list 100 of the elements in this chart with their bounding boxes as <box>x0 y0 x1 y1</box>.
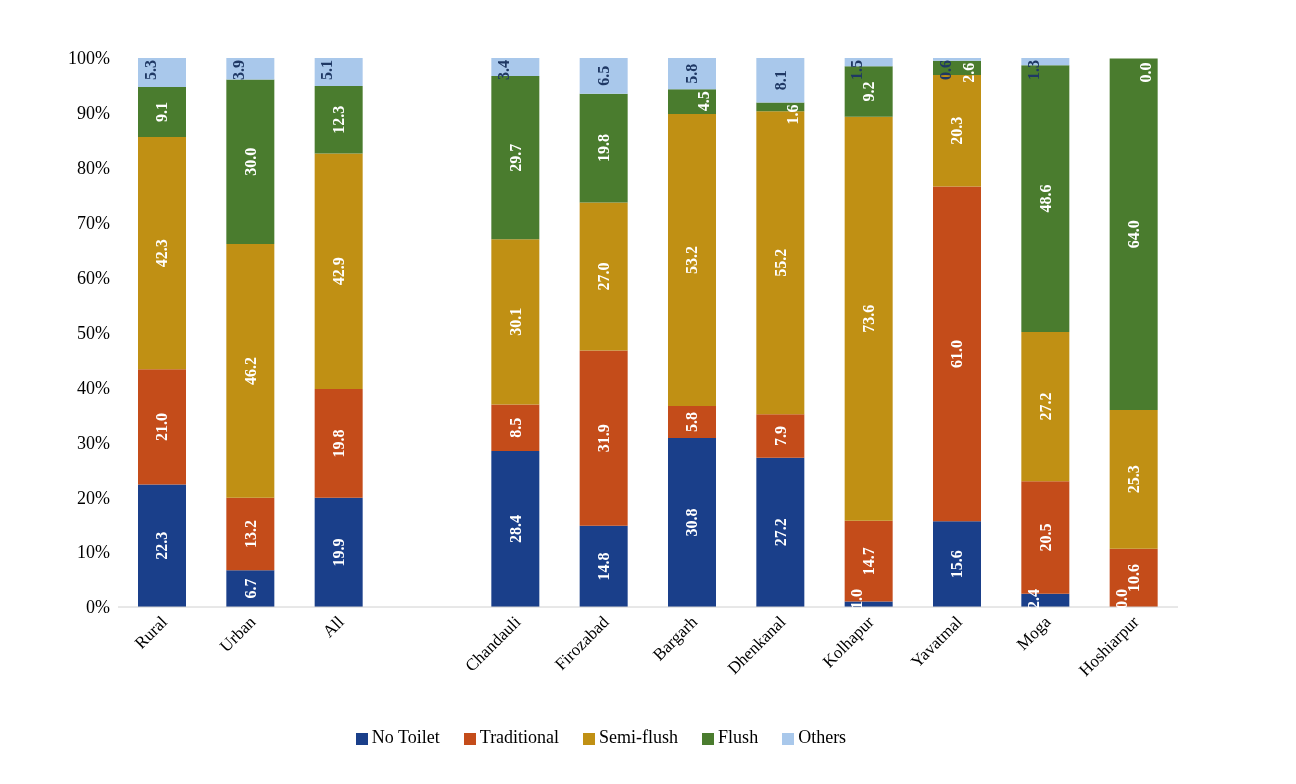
y-tick-label: 10% <box>77 542 110 563</box>
data-label: 27.2 <box>771 518 789 547</box>
data-label: 5.8 <box>683 411 701 432</box>
data-label: 19.9 <box>330 538 348 567</box>
y-tick-label: 60% <box>77 267 110 288</box>
data-label: 15.6 <box>948 550 966 579</box>
bar <box>491 239 540 405</box>
data-label: 9.1 <box>153 102 171 123</box>
bar <box>933 58 981 61</box>
data-label: 6.5 <box>595 65 613 86</box>
data-label: 42.3 <box>153 239 171 268</box>
data-label: 46.2 <box>241 356 259 385</box>
data-label: 8.5 <box>506 417 524 438</box>
data-label: 8.1 <box>771 70 789 91</box>
data-label: 12.3 <box>330 105 348 134</box>
data-label: 30.1 <box>506 307 524 336</box>
x-tick-label: All <box>318 612 348 642</box>
bar <box>933 521 981 607</box>
bar <box>226 79 275 245</box>
bar <box>668 58 716 90</box>
data-label: 1.0 <box>848 589 866 609</box>
data-label: 42.9 <box>330 257 348 286</box>
data-label: 3.9 <box>229 60 247 80</box>
data-label: 27.0 <box>595 262 613 291</box>
data-label: 20.3 <box>948 116 966 145</box>
y-tick-label: 90% <box>77 103 110 124</box>
data-label: 29.7 <box>506 143 524 172</box>
data-label: 9.2 <box>860 81 878 102</box>
bar <box>491 451 540 607</box>
data-label: 30.8 <box>683 508 701 537</box>
bar <box>579 93 628 203</box>
bar <box>668 437 716 607</box>
bar <box>756 58 805 103</box>
bar <box>314 58 363 86</box>
legend-label: Semi-flush <box>599 727 679 747</box>
bar <box>756 457 805 607</box>
data-label: 2.6 <box>960 62 978 83</box>
data-label: 55.2 <box>771 248 789 277</box>
data-label: 22.3 <box>153 531 171 560</box>
y-tick-label: 0% <box>86 597 110 618</box>
bar <box>314 153 363 390</box>
data-label: 3.4 <box>494 60 512 80</box>
data-label: 61.0 <box>948 339 966 368</box>
data-label: 28.4 <box>506 515 524 544</box>
data-label: 1.6 <box>783 104 801 125</box>
data-label: 5.8 <box>683 63 701 84</box>
bar <box>138 87 186 138</box>
data-label: 53.2 <box>683 246 701 275</box>
bar <box>226 497 275 571</box>
y-tick-label: 100% <box>68 48 110 69</box>
bar <box>1021 331 1070 482</box>
legend-label: Others <box>798 727 847 747</box>
data-label: 5.1 <box>318 60 336 80</box>
data-label: 4.5 <box>695 91 713 112</box>
data-label: 2.4 <box>1024 589 1042 609</box>
data-label: 0.6 <box>936 60 954 80</box>
data-label: 1.5 <box>848 60 866 80</box>
bar <box>668 114 716 407</box>
data-label: 14.8 <box>595 552 613 581</box>
bar <box>1109 409 1158 549</box>
bar <box>579 350 628 526</box>
y-tick-label: 40% <box>77 377 110 398</box>
y-tick-label: 20% <box>77 487 110 508</box>
data-label: 27.2 <box>1036 392 1054 421</box>
bar <box>226 570 275 607</box>
bar <box>314 389 363 498</box>
bar <box>933 186 981 522</box>
bar <box>226 244 275 498</box>
bar <box>579 525 628 607</box>
y-tick-label: 70% <box>77 213 110 234</box>
bar <box>138 137 186 370</box>
bar <box>756 414 805 458</box>
data-label: 21.0 <box>153 412 171 441</box>
y-tick-label: 30% <box>77 432 110 453</box>
bar <box>314 497 363 607</box>
bar <box>668 406 716 438</box>
bar <box>138 369 186 485</box>
bar <box>491 404 540 452</box>
data-label: 1.3 <box>1024 60 1042 80</box>
legend-label: No Toilet <box>371 727 440 747</box>
data-label: 64.0 <box>1125 220 1143 249</box>
bar <box>314 86 363 154</box>
data-label: 0.0 <box>1137 62 1155 83</box>
legend-label: Flush <box>718 727 759 747</box>
bar <box>1109 548 1158 607</box>
data-label: 30.0 <box>241 147 259 176</box>
legend-label: Traditional <box>479 727 560 747</box>
data-label: 19.8 <box>330 429 348 458</box>
y-tick-label: 50% <box>77 322 110 343</box>
bar <box>668 89 716 114</box>
data-label: 25.3 <box>1125 465 1143 494</box>
bar <box>844 116 893 521</box>
data-label: 13.2 <box>241 519 259 548</box>
data-label: 19.8 <box>595 134 613 163</box>
data-label: 31.9 <box>595 424 613 453</box>
y-tick-label: 80% <box>77 158 110 179</box>
data-label: 5.3 <box>141 60 159 80</box>
bar <box>138 58 186 88</box>
bar <box>579 58 628 94</box>
bar <box>1109 58 1158 410</box>
